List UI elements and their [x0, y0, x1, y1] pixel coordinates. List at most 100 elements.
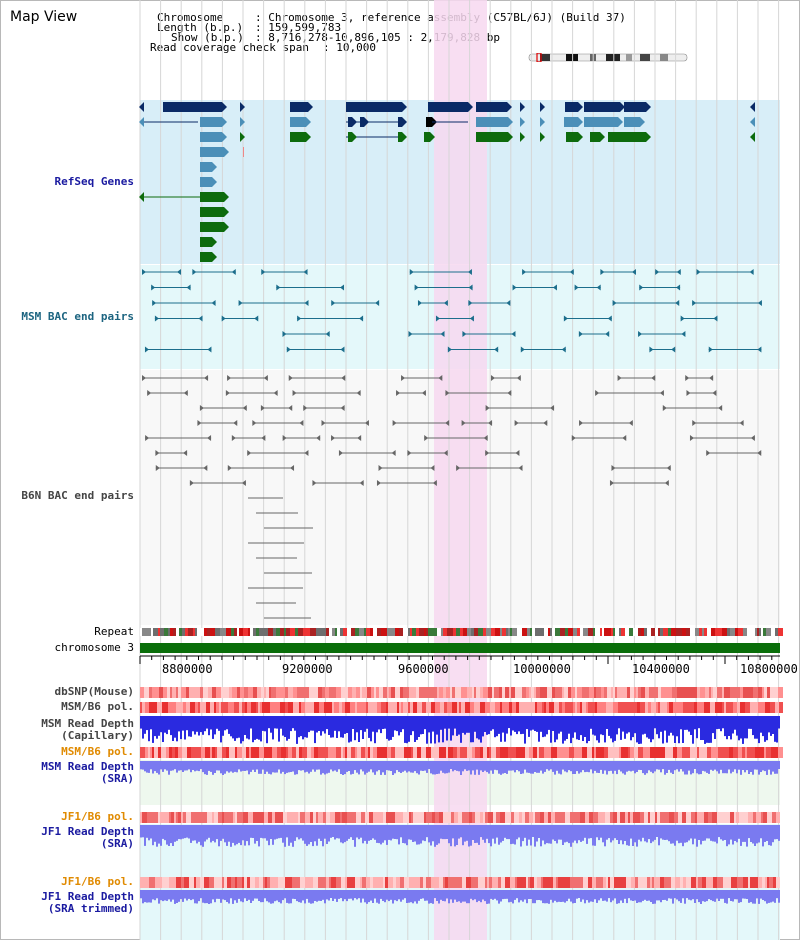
coordinate-axis: [139, 655, 780, 664]
jf1-pol-cell: [290, 877, 292, 888]
b6n-bac-pair-end: [443, 450, 448, 456]
depth-bar: [486, 825, 488, 839]
track-label-b6n-bac[interactable]: B6N BAC end pairs: [21, 489, 134, 502]
depth-bar: [326, 761, 328, 774]
msm-pol-cell: [357, 747, 361, 758]
msm-pol-cell: [186, 702, 190, 713]
dbsnp-cell: [178, 687, 181, 698]
dbsnp-cell: [271, 687, 276, 698]
track-label-msm-bac[interactable]: MSM BAC end pairs: [21, 310, 134, 323]
jf1-pol-cell: [145, 877, 149, 888]
track-label-jf1-depth[interactable]: JF1 Read Depth: [41, 825, 134, 838]
depth-bar: [194, 890, 196, 904]
depth-bar: [480, 825, 482, 838]
jf1-pol-cell: [310, 812, 313, 823]
repeat-cell: [142, 628, 146, 636]
depth-bar: [332, 890, 334, 901]
track-label-dbsnp[interactable]: dbSNP(Mouse): [54, 685, 134, 698]
track-label-refseq[interactable]: RefSeq Genes: [54, 175, 134, 188]
dbsnp-cell: [743, 687, 745, 698]
coverage-value: : 10,000: [323, 41, 376, 54]
dbsnp-cell: [596, 687, 601, 698]
gene-block: [200, 117, 222, 127]
depth-bar: [742, 716, 744, 744]
gene-block: [290, 117, 306, 127]
jf1-pol-cell: [169, 812, 171, 823]
dbsnp-cell: [531, 687, 534, 698]
dbsnp-cell: [693, 687, 697, 698]
b6n-bac-pair-end: [145, 435, 150, 441]
depth-bar: [188, 761, 190, 770]
depth-bar: [722, 825, 724, 841]
depth-bar: [408, 716, 410, 742]
track-label-msm-pol-1[interactable]: MSM/B6 pol.: [61, 700, 134, 713]
depth-bar: [234, 716, 236, 741]
gene-block: [200, 147, 224, 157]
depth-bar: [582, 825, 584, 841]
repeat-cell: [280, 628, 284, 636]
dbsnp-cell: [697, 687, 700, 698]
chromosome-ideogram[interactable]: [528, 53, 688, 62]
depth-bar: [220, 825, 222, 841]
msm-pol-cell: [336, 747, 339, 758]
dbsnp-cell: [594, 687, 596, 698]
msm-pol-cell: [679, 747, 682, 758]
track-label-repeat[interactable]: Repeat: [94, 625, 134, 638]
jf1-pol-cell: [456, 812, 458, 823]
depth-bar: [426, 716, 428, 744]
depth-bar: [362, 825, 364, 844]
depth-bar: [146, 890, 148, 903]
depth-bar: [218, 761, 220, 771]
jf1-pol-cell: [411, 812, 413, 823]
depth-bar: [436, 716, 438, 735]
track-label-jf1-depth-trimmed[interactable]: JF1 Read Depth: [41, 890, 134, 903]
jf1-pol-cell: [655, 812, 657, 823]
b6n-bac-pair-end: [424, 435, 429, 441]
depth-bar: [140, 825, 142, 838]
jf1-pol-cell: [409, 877, 413, 888]
dbsnp-cell: [244, 687, 248, 698]
depth-bar: [730, 825, 732, 840]
depth-bar: [572, 825, 574, 843]
jf1-pol-cell: [526, 877, 528, 888]
jf1-pol-cell: [642, 812, 644, 823]
jf1-pol-cell: [140, 812, 142, 823]
b6n-bac-pair-end: [183, 450, 188, 456]
track-label-msm-pol-2[interactable]: MSM/B6 pol.: [61, 745, 134, 758]
track-label-jf1-pol-1[interactable]: JF1/B6 pol.: [61, 810, 134, 823]
msm-pol-cell: [324, 747, 328, 758]
msm-bac-pair-end: [605, 331, 610, 337]
msm-pol-cell: [621, 747, 626, 758]
jf1-pol-cell: [510, 877, 515, 888]
jf1-pol-cell: [480, 812, 483, 823]
depth-bar: [398, 761, 400, 772]
depth-bar: [462, 716, 464, 733]
repeat-cell: [500, 628, 502, 636]
b6n-bac-pair-end: [207, 435, 212, 441]
depth-bar: [176, 890, 178, 903]
depth-bar: [376, 890, 378, 903]
track-label-msm-depth-capillary[interactable]: MSM Read Depth: [41, 717, 134, 730]
depth-bar: [704, 761, 706, 772]
track-label-msm-depth-sra[interactable]: MSM Read Depth: [41, 760, 134, 773]
gene-strand-arrow: [139, 192, 144, 202]
track-label-jf1-pol-2[interactable]: JF1/B6 pol.: [61, 875, 134, 888]
depth-bar: [462, 761, 464, 772]
depth-bar: [456, 825, 458, 845]
read-depth-tracks: [140, 716, 780, 904]
depth-bar: [304, 825, 306, 844]
b6n-bac-glyphs: [142, 375, 762, 619]
depth-bar: [170, 825, 172, 844]
repeat-cell: [532, 628, 535, 636]
msm-pol-cell: [737, 702, 740, 713]
msm-pol-cell: [152, 747, 154, 758]
msm-pol-cell: [377, 702, 381, 713]
track-label-chromosome[interactable]: chromosome 3: [54, 641, 134, 654]
dbsnp-cell: [455, 687, 458, 698]
msm-pol-cell: [270, 702, 275, 713]
depth-bar: [736, 716, 738, 736]
depth-bar: [150, 761, 152, 770]
repeat-cell: [347, 628, 351, 636]
depth-bar: [482, 761, 484, 772]
